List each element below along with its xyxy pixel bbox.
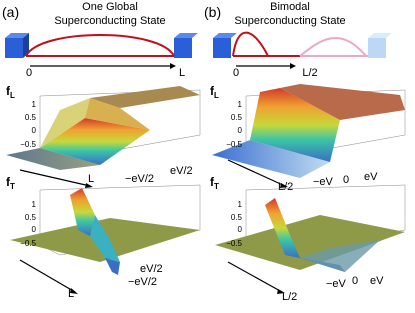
subscript: L	[214, 91, 219, 100]
panel-title: Superconducting State	[234, 15, 345, 27]
wire-diagram	[213, 31, 392, 69]
tick-label: −0.5	[20, 140, 36, 149]
energy-label: eV/2	[140, 263, 163, 275]
depth-label: L/2	[278, 181, 293, 193]
tick-label: 0	[238, 126, 243, 135]
subscript: T	[214, 182, 219, 191]
energy-label: −eV/2	[125, 173, 154, 185]
plot-symbol: fL	[6, 84, 15, 100]
plot-symbol: fT	[210, 175, 219, 191]
tick-label: 0	[238, 225, 243, 234]
surface	[212, 84, 406, 188]
panel-title: Superconducting State	[54, 15, 165, 27]
axis-start: 0	[233, 67, 239, 79]
tick-label: 0	[32, 126, 37, 135]
panel-label: (a)	[2, 4, 19, 20]
tick-label: 1	[32, 100, 37, 109]
tick-label: 0.5	[231, 213, 243, 222]
energy-label: 0	[352, 275, 358, 287]
depth-label: L	[68, 288, 74, 300]
tick-label: 1	[238, 100, 243, 109]
tick-label: 0.5	[231, 113, 243, 122]
subscript: L	[10, 91, 15, 100]
tick-label: −0.5	[20, 239, 36, 248]
plot-symbol: fT	[6, 175, 15, 191]
tick-label: 0.5	[25, 213, 37, 222]
symbol: f	[6, 84, 11, 98]
tick-label: −0.5	[226, 140, 242, 149]
plot-symbol: fL	[210, 84, 219, 100]
energy-label: 0	[343, 174, 349, 186]
panel-label: (b)	[204, 4, 221, 20]
axis-end: L/2	[302, 67, 317, 79]
panel-title: One Global	[82, 1, 138, 13]
energy-label: eV	[364, 171, 378, 183]
energy-label: −eV	[326, 278, 347, 290]
subscript: T	[10, 182, 15, 191]
surface	[215, 184, 406, 294]
wire-diagram	[5, 33, 198, 69]
axis-start: 0	[26, 67, 32, 79]
axis-end: L	[179, 67, 185, 79]
energy-label: −eV	[313, 176, 334, 188]
surface	[10, 184, 201, 294]
symbol: f	[6, 175, 11, 189]
panel-title: Bimodal	[270, 1, 310, 13]
tick-label: 1	[32, 200, 37, 209]
symbol: f	[210, 84, 215, 98]
tick-label: −0.5	[226, 239, 242, 248]
energy-label: eV	[370, 275, 384, 287]
energy-label: eV/2	[170, 165, 193, 177]
tick-label: 0	[32, 225, 37, 234]
tick-label: 0.5	[25, 113, 37, 122]
depth-label: L/2	[282, 291, 297, 303]
depth-label: L	[88, 173, 94, 185]
tick-label: 1	[238, 200, 243, 209]
symbol: f	[210, 175, 215, 189]
energy-label: −eV/2	[128, 276, 157, 288]
surface	[6, 86, 201, 188]
